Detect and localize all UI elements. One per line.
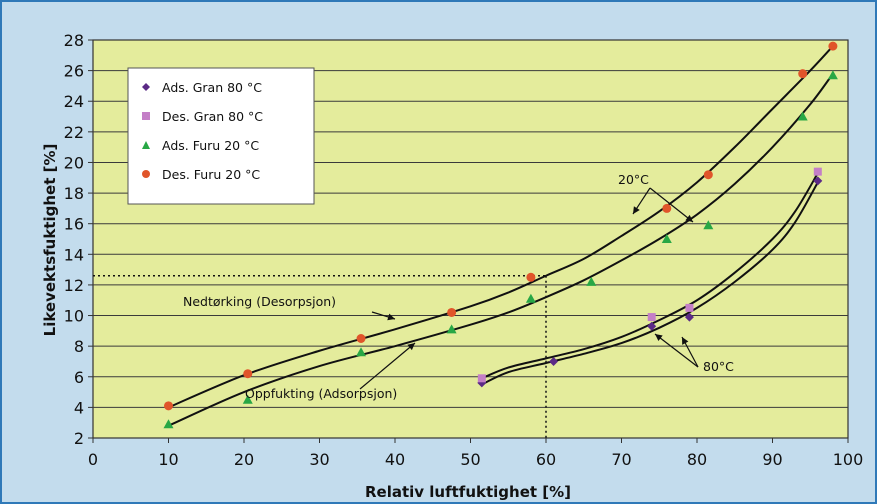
legend-circle-icon	[142, 170, 150, 178]
data-point-series-2	[827, 70, 838, 80]
y-tick-label: 16	[64, 215, 84, 234]
label-adsorption: Oppfukting (Adsorpsjon)	[245, 386, 397, 401]
data-point-series-3	[164, 401, 173, 411]
label-20c: 20°C	[618, 172, 649, 187]
legend-triangle-icon	[142, 141, 150, 149]
arrow-line	[654, 333, 699, 368]
data-point-series-3	[798, 69, 808, 79]
legend-marker-des-furu	[142, 170, 150, 178]
y-tick-label: 6	[74, 368, 84, 387]
data-point-series-1	[647, 313, 656, 322]
x-tick-label: 90	[762, 450, 782, 469]
y-tick-label: 22	[64, 123, 84, 142]
reference-lines	[93, 274, 547, 438]
y-axis-label: Likevektsfuktighet [%]	[41, 144, 59, 337]
x-tick-label: 100	[833, 450, 864, 469]
curve-ads20	[168, 73, 834, 427]
arrowhead-icon	[633, 206, 640, 214]
y-tick-label: 4	[74, 398, 84, 417]
label-desorption: Nedtørking (Desorpsjon)	[183, 294, 336, 309]
legend-label-ads-gran: Ads. Gran 80 °C	[162, 80, 262, 95]
y-tick-label: 14	[64, 245, 84, 264]
curve-des20	[168, 45, 834, 409]
legend-label-des-gran: Des. Gran 80 °C	[162, 109, 263, 124]
legend: Ads. Gran 80 °C Des. Gran 80 °C Ads. Fur…	[127, 67, 315, 205]
curve-des80	[481, 172, 819, 380]
data-point-series-2	[525, 293, 536, 303]
data-point-series-2	[661, 234, 672, 243]
y-tick-label: 26	[64, 62, 84, 81]
data-point-series-0	[549, 356, 559, 366]
x-tick-label: 60	[536, 450, 556, 469]
data-point-series-2	[797, 111, 808, 121]
data-point-series-2	[586, 276, 597, 286]
legend-label-des-furu: Des. Furu 20 °C	[162, 167, 260, 182]
x-tick-label: 50	[460, 450, 480, 469]
x-tick-label: 10	[158, 450, 178, 469]
data-point-series-3	[703, 170, 713, 180]
legend-marker-ads-furu	[142, 141, 150, 149]
data-point-series-3	[828, 41, 838, 51]
x-tick-label: 0	[88, 450, 98, 469]
arrowhead-icon	[407, 343, 415, 351]
data-point-series-3	[662, 203, 672, 213]
data-points	[163, 41, 838, 429]
label-80c: 80°C	[703, 359, 734, 374]
data-point-series-3	[243, 369, 253, 379]
x-axis-label: Relativ luftfuktighet [%]	[365, 483, 571, 501]
y-tick-label: 18	[64, 184, 84, 203]
data-point-series-0	[813, 176, 823, 186]
y-tick-label: 20	[64, 153, 84, 172]
y-tick-label: 28	[64, 31, 84, 50]
gridlines	[88, 39, 849, 443]
legend-marker-ads-gran	[142, 83, 150, 91]
data-point-series-2	[163, 419, 174, 429]
legend-box	[127, 67, 315, 205]
annotation-arrows	[359, 187, 699, 390]
data-point-series-1	[813, 167, 822, 176]
x-tick-label: 30	[309, 450, 329, 469]
legend-square-icon	[142, 112, 150, 120]
fitted-curves	[168, 45, 834, 427]
data-point-series-1	[477, 374, 486, 383]
data-point-series-0	[684, 312, 694, 322]
x-tick-label: 80	[687, 450, 707, 469]
arrowhead-icon	[655, 334, 663, 342]
data-point-series-0	[647, 321, 657, 331]
data-point-series-1	[685, 303, 694, 312]
arrow-line	[359, 342, 416, 390]
data-point-series-3	[356, 334, 366, 343]
arrowhead-icon	[387, 313, 395, 321]
legend-label-ads-furu: Ads. Furu 20 °C	[162, 138, 259, 153]
arrowhead-icon	[685, 214, 693, 222]
data-point-series-3	[447, 307, 457, 317]
data-point-series-2	[242, 394, 253, 404]
curve-ads80	[481, 181, 819, 386]
arrow-line	[649, 187, 694, 223]
x-tick-label: 20	[234, 450, 254, 469]
y-tick-label: 8	[74, 337, 84, 356]
data-point-series-3	[526, 272, 536, 282]
data-point-series-2	[703, 220, 714, 230]
data-point-series-2	[356, 347, 367, 357]
x-tick-labels: 0 10 20 30 40 50 60 70 80 90 100	[88, 450, 863, 469]
y-tick-label: 10	[64, 307, 84, 326]
arrowhead-icon	[682, 337, 689, 345]
y-tick-label: 12	[64, 276, 84, 295]
y-tick-label: 2	[74, 429, 84, 448]
legend-diamond-icon	[142, 83, 150, 91]
legend-marker-des-gran	[142, 112, 150, 120]
y-tick-label: 24	[64, 92, 84, 111]
data-point-series-2	[446, 324, 457, 334]
x-tick-label: 40	[385, 450, 405, 469]
x-tick-label: 70	[611, 450, 631, 469]
